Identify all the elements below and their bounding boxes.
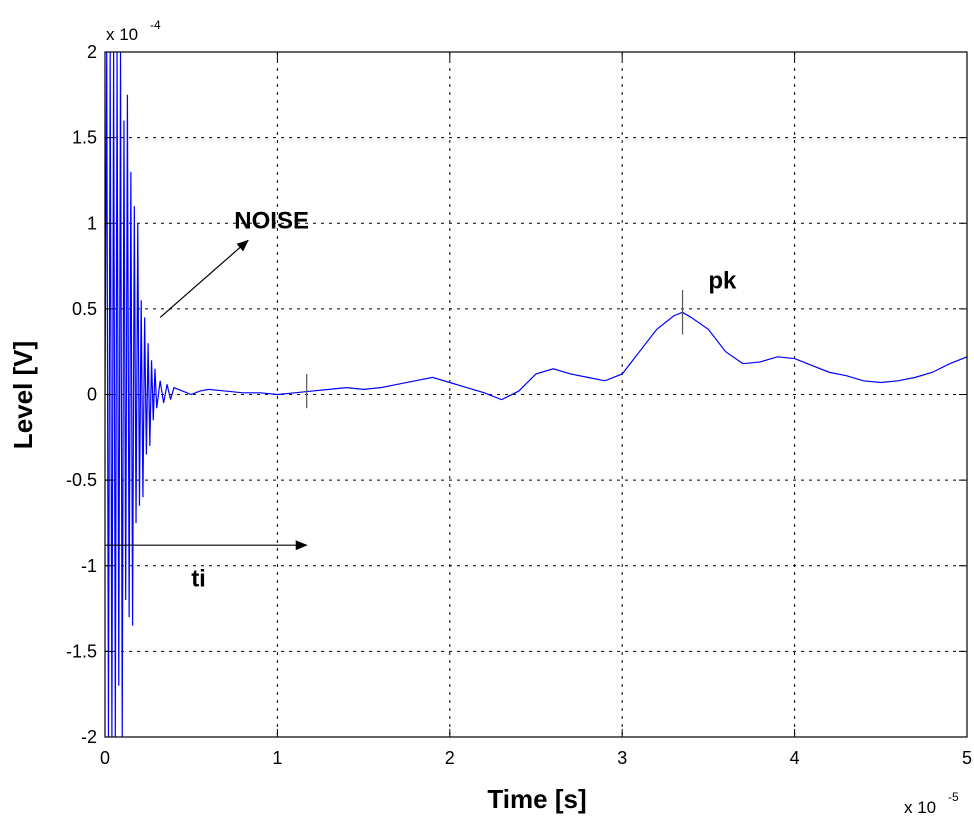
y-scale-note: x 10 -4 xyxy=(106,18,161,44)
x-tick-label: 4 xyxy=(790,748,800,768)
annotation-noise: NOISE xyxy=(234,207,309,234)
y-tick-label: 0.5 xyxy=(72,299,97,319)
y-tick-label: 1.5 xyxy=(72,128,97,148)
x-tick-label: 2 xyxy=(445,748,455,768)
y-axis-label: Level [V] xyxy=(8,341,38,449)
series-line-1 xyxy=(105,52,967,737)
x-axis-label: Time [s] xyxy=(487,784,586,814)
x-tick-label: 5 xyxy=(962,748,972,768)
x-scale-exponent: -5 xyxy=(948,790,959,804)
y-tick-label: 1 xyxy=(87,213,97,233)
y-tick-label: 2 xyxy=(87,42,97,62)
x-tick-label: 3 xyxy=(617,748,627,768)
y-tick-label: -1.5 xyxy=(66,641,97,661)
tick-labels: 0 1 2 3 4 5 2 1.5 1 0.5 0 -0.5 -1 -1.5 -2 xyxy=(66,42,972,768)
plot-frame xyxy=(104,51,968,738)
y-tick-label: -1 xyxy=(81,556,97,576)
annotation-pk: pk xyxy=(708,267,737,294)
y-tick-label: -0.5 xyxy=(66,470,97,490)
x-tick-label: 1 xyxy=(272,748,282,768)
marker-layer xyxy=(306,290,684,409)
noise-arrow xyxy=(159,239,249,318)
series-layer xyxy=(105,52,967,737)
y-scale-base: x 10 xyxy=(106,25,138,44)
x-scale-note: x 10 -5 xyxy=(904,790,959,817)
annotation-layer: NOISE pk ti xyxy=(191,207,737,592)
y-tick-label: -2 xyxy=(81,727,97,747)
grid-lines xyxy=(105,52,967,737)
y-tick-label: 0 xyxy=(87,385,97,405)
y-scale-exponent: -4 xyxy=(150,18,161,32)
x-tick-label: 0 xyxy=(100,748,110,768)
x-scale-base: x 10 xyxy=(904,798,936,817)
annotation-ti: ti xyxy=(191,565,206,592)
arrow-layer xyxy=(105,239,308,551)
